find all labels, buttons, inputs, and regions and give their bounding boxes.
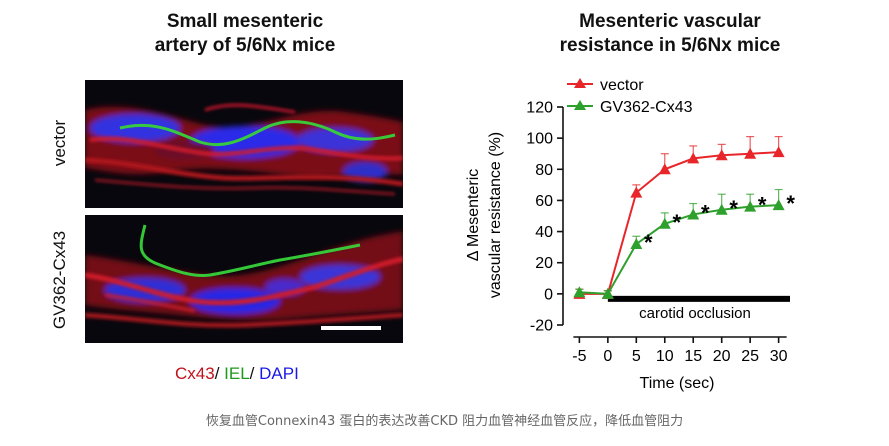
significance-marker: *	[672, 210, 681, 235]
y-tick-label: 0	[544, 286, 553, 303]
micrograph-gv362-image	[85, 215, 403, 343]
right-title-line2: resistance in 5/6Nx mice	[559, 35, 781, 56]
y-tick-label: 80	[535, 162, 553, 179]
data-point-gv362	[573, 286, 586, 298]
data-point-vector	[715, 149, 728, 161]
data-point-vector	[658, 163, 671, 175]
y-tick-label: -20	[530, 318, 553, 335]
micrograph-gv362	[85, 215, 403, 343]
legend-marker-vector	[574, 78, 586, 88]
micrograph-vector	[85, 80, 403, 208]
y-axis-label-line1: Δ Mesenteric	[465, 169, 482, 262]
data-point-gv362	[630, 238, 643, 250]
data-point-gv362	[658, 217, 671, 229]
significance-marker: *	[786, 191, 795, 216]
x-tick-label: 5	[632, 348, 641, 365]
x-tick-label: -5	[572, 348, 586, 365]
data-point-vector	[630, 186, 643, 198]
legend-label-gv362: GV362-Cx43	[600, 99, 693, 116]
legend-label-vector: vector	[600, 77, 644, 94]
left-title-line1: Small mesenteric	[166, 11, 324, 32]
stain-sep1: /	[214, 364, 225, 383]
left-panel-title: Small mesenteric artery of 5/6Nx mice	[85, 10, 405, 58]
right-panel-title: Mesenteric vascular resistance in 5/6Nx …	[500, 10, 840, 58]
data-point-vector	[744, 147, 757, 159]
y-axis-label-line2: vascular resistance (%)	[487, 132, 504, 298]
chart-axes: -20 0 20 40 60 80 100 120 -5 0 5 10 15 20 25 30	[526, 100, 787, 366]
series-line-gv362	[579, 204, 779, 295]
micrograph-vector-image	[85, 80, 403, 208]
significance-marker: *	[701, 200, 710, 225]
data-point-gv362	[601, 287, 614, 299]
data-point-gv362	[772, 199, 785, 211]
x-tick-label: 30	[770, 348, 788, 365]
scale-bar	[321, 326, 381, 330]
stain-iel: IEL	[224, 364, 250, 383]
y-tick-label: 120	[526, 100, 553, 117]
x-axis-label: Time (sec)	[640, 375, 715, 392]
x-tick-label: 10	[656, 348, 674, 365]
stain-legend: Cx43/ IEL/ DAPI	[175, 364, 335, 384]
data-point-gv362	[687, 208, 700, 220]
data-point-vector	[687, 152, 700, 164]
data-point-gv362	[715, 203, 728, 215]
data-point-gv362	[744, 200, 757, 212]
resistance-chart: -20 0 20 40 60 80 100 120 -5 0 5 10 15 20 25 30 * * * * * * …	[465, 77, 795, 392]
significance-marker: *	[758, 193, 767, 218]
y-tick-label: 20	[535, 255, 553, 272]
stain-cx43: Cx43	[175, 364, 215, 383]
legend-marker-gv362	[574, 100, 586, 110]
stain-sep2: /	[249, 364, 260, 383]
data-point-vector	[772, 146, 785, 158]
y-tick-label: 100	[526, 131, 553, 148]
stain-dapi: DAPI	[259, 364, 299, 383]
significance-marker: *	[729, 196, 738, 221]
legend: vector GV362-Cx43	[567, 77, 693, 116]
right-title-line1: Mesenteric vascular	[579, 11, 761, 32]
x-tick-label: 20	[713, 348, 731, 365]
occlusion-bar	[607, 295, 790, 302]
y-tick-label: 40	[535, 224, 553, 241]
x-tick-label: 0	[603, 348, 612, 365]
annotation-label: carotid occlusion	[639, 305, 751, 322]
significance-marker: *	[644, 230, 653, 255]
chart-marks: * * * * * *	[573, 135, 795, 302]
left-title-line2: artery of 5/6Nx mice	[154, 35, 336, 56]
series-line-vector	[579, 151, 779, 295]
x-tick-label: 15	[684, 348, 702, 365]
x-tick-label: 25	[741, 348, 759, 365]
y-tick-label: 60	[535, 193, 553, 210]
figure-caption: 恢复血管Connexin43 蛋白的表达改善CKD 阻力血管神经血管反应，降低血…	[205, 414, 684, 429]
